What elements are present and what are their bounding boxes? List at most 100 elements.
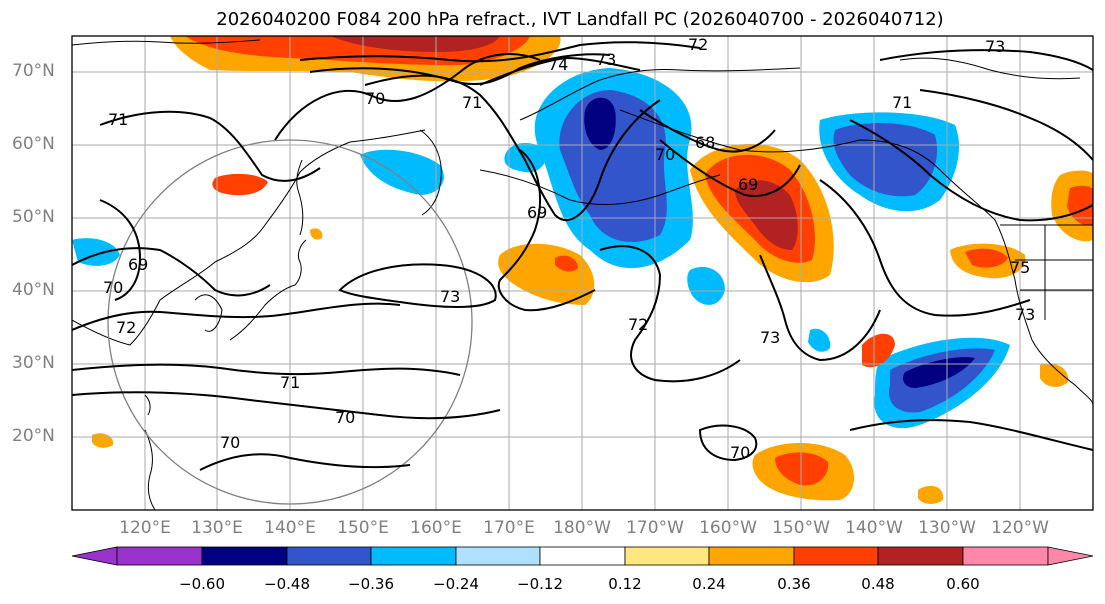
colorbar-bin xyxy=(455,546,541,566)
lon-label-170w: 170°W xyxy=(626,518,684,538)
colorbar-tick-label: −0.48 xyxy=(264,575,310,593)
contour-label: 69 xyxy=(527,203,547,222)
contour-label: 73 xyxy=(596,50,616,69)
colorbar-bin xyxy=(116,546,203,566)
colorbar-tick-label: 0.36 xyxy=(777,575,811,593)
map-frame xyxy=(71,35,1094,511)
contour-east-ridge-1 xyxy=(819,179,1031,317)
contour-label: 73 xyxy=(1015,305,1035,324)
coast-korea xyxy=(194,294,223,332)
colorbar-tick-label: −0.36 xyxy=(348,575,394,593)
lon-label-160e: 160°E xyxy=(410,518,462,538)
contour-68 xyxy=(639,109,776,153)
shade-positive-japan-north xyxy=(212,173,268,196)
contour-72-north xyxy=(299,41,701,63)
coast-alaska-south xyxy=(619,109,941,171)
lon-label-120w: 120°W xyxy=(991,518,1049,538)
coast-north-america xyxy=(939,169,1093,406)
contour-east-ridge-2 xyxy=(849,119,1093,222)
colorbar-tick-label: 0.12 xyxy=(608,575,642,593)
shade-negative-alaska-south-center xyxy=(584,97,616,150)
lat-label-40n: 40°N xyxy=(12,280,55,300)
contour-labels: 73 72 74 73 71 70 71 70 68 69 71 69 69 7… xyxy=(103,35,1035,462)
colorbar-tick-label: −0.24 xyxy=(433,575,479,593)
contour-label: 73 xyxy=(760,328,780,347)
lon-label-150w: 150°W xyxy=(772,518,830,538)
colorbar-bin xyxy=(201,546,288,566)
contour-70-north xyxy=(274,53,541,141)
contour-label: 69 xyxy=(128,255,148,274)
contour-label: 74 xyxy=(548,55,568,74)
colorbar-bin xyxy=(708,546,795,566)
contour-69-west xyxy=(99,199,142,301)
range-ring xyxy=(107,139,473,505)
shade-positive-small-1 xyxy=(862,333,895,368)
coast-canada-north xyxy=(899,57,1081,80)
lon-label-170e: 170°E xyxy=(483,518,535,538)
shade-positive-pacific-center xyxy=(735,180,798,250)
colorbar-bin xyxy=(793,546,879,566)
lat-label-60n: 60°N xyxy=(12,134,55,154)
contour-label: 70 xyxy=(365,89,385,108)
lon-label-160w: 160°W xyxy=(699,518,757,538)
contour-72-center xyxy=(599,245,741,383)
lat-label-70n: 70°N xyxy=(12,61,55,81)
contour-70-far-south xyxy=(199,453,411,471)
shade-negative-subtropical-east-center xyxy=(903,357,975,388)
contour-label: 70 xyxy=(730,443,750,462)
shade-positive-small-3 xyxy=(92,433,114,448)
contour-label: 70 xyxy=(103,278,123,297)
contour-label: 75 xyxy=(1010,258,1030,277)
lon-label-130e: 130°E xyxy=(191,518,243,538)
contour-73-east xyxy=(759,254,881,362)
colorbar-bin xyxy=(370,546,457,566)
contour-label: 70 xyxy=(220,433,240,452)
shade-positive-arctic-center xyxy=(330,36,500,52)
shade-negative-kamchatka xyxy=(360,149,444,195)
colorbar xyxy=(71,546,1094,566)
coastlines xyxy=(72,39,1093,510)
shade-positive-dateline-core xyxy=(555,255,578,272)
shade-positive-dateline xyxy=(498,243,595,305)
contour-label: 71 xyxy=(108,110,128,129)
contour-south-east xyxy=(849,419,1093,451)
lat-label-30n: 30°N xyxy=(12,353,55,373)
shade-negative-small-2 xyxy=(808,328,831,352)
colorbar-tick-label: 0.24 xyxy=(692,575,726,593)
coast-asia-mainland xyxy=(72,129,426,346)
contour-label: 72 xyxy=(628,315,648,334)
contour-label: 72 xyxy=(688,35,708,54)
contour-69-trough xyxy=(497,149,596,312)
contour-label: 71 xyxy=(892,93,912,112)
coast-philippines xyxy=(144,429,156,510)
coast-sakhalin xyxy=(296,159,304,236)
contour-70-south xyxy=(72,391,501,420)
colorbar-bin xyxy=(286,546,372,566)
colorbar-bin xyxy=(962,546,1049,566)
shade-positive-west-coast-core xyxy=(965,248,1008,268)
graticule xyxy=(72,36,1093,510)
contour-74 xyxy=(479,56,641,86)
shade-negative-bering xyxy=(504,143,547,173)
colorbar-bin xyxy=(624,546,710,566)
contour-69-ridge xyxy=(659,139,801,197)
map-title: 2026040200 F084 200 hPa refract., IVT La… xyxy=(216,9,944,30)
contour-label: 73 xyxy=(440,287,460,306)
contour-label: 73 xyxy=(985,37,1005,56)
contour-label: 71 xyxy=(280,373,300,392)
lon-label-140w: 140°W xyxy=(845,518,903,538)
shade-positive-hawaii-core xyxy=(775,452,829,486)
contour-71-north xyxy=(99,110,321,182)
colorbar-tick-label: −0.12 xyxy=(517,575,563,593)
contour-east-ridge-3 xyxy=(919,89,1093,161)
colorbar-extend-high xyxy=(1047,546,1094,566)
coast-japan xyxy=(229,239,307,341)
contour-73-center xyxy=(338,263,497,308)
colorbar-bin xyxy=(539,546,626,566)
colorbar-tick-label: 0.48 xyxy=(861,575,895,593)
contour-label: 69 xyxy=(738,175,758,194)
contour-70-hawaii xyxy=(698,424,758,462)
contour-71-south xyxy=(72,363,461,376)
colorbar-extend-low xyxy=(71,546,118,566)
